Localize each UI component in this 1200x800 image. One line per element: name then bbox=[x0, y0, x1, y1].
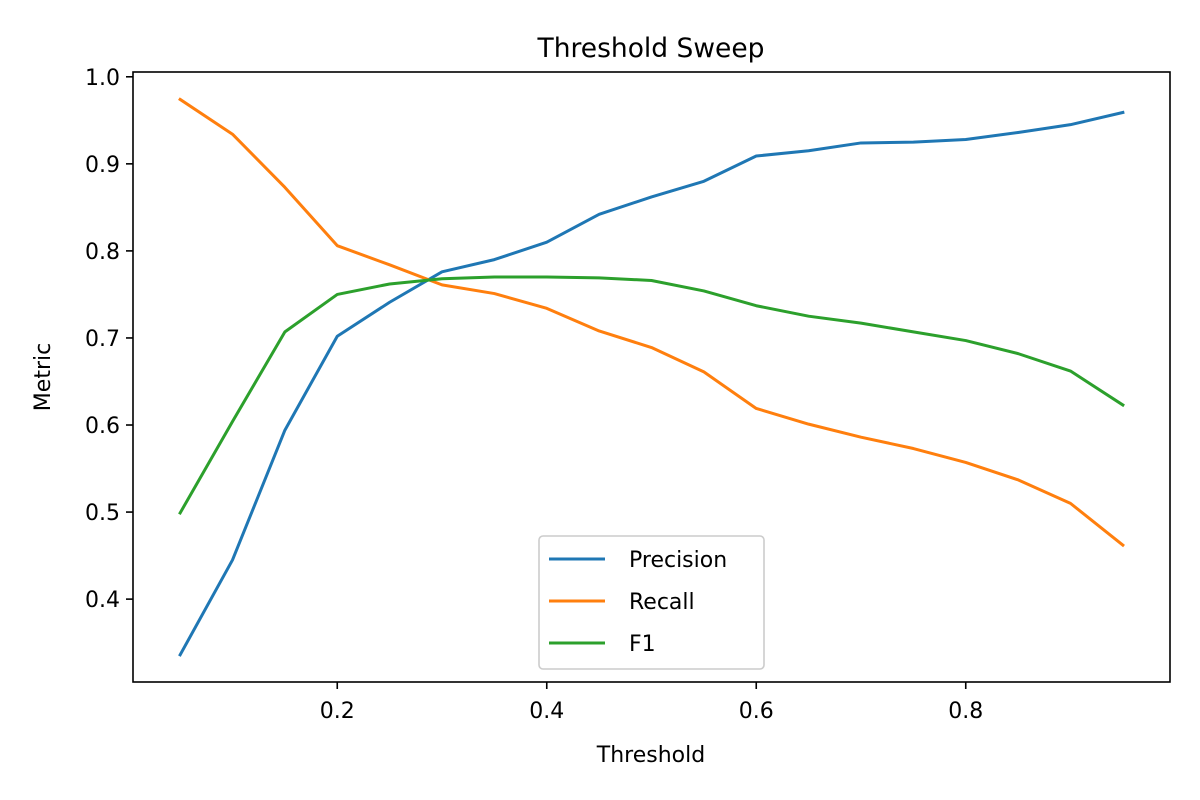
x-axis: 0.2 0.4 0.6 0.8 bbox=[320, 682, 983, 724]
y-tick-label: 1.0 bbox=[85, 66, 120, 91]
legend-label-recall: Recall bbox=[629, 590, 695, 615]
plot-frame bbox=[132, 71, 1171, 683]
series-line-f1 bbox=[178, 275, 1125, 515]
y-tick-label: 0.8 bbox=[85, 240, 120, 265]
y-tick-label: 0.9 bbox=[85, 153, 120, 178]
y-tick-label: 0.5 bbox=[85, 501, 120, 526]
y-axis: 0.4 0.5 0.6 0.7 0.8 0.9 1.0 bbox=[85, 66, 133, 613]
y-tick-label: 0.6 bbox=[85, 414, 120, 439]
x-tick-label: 0.6 bbox=[739, 699, 774, 724]
legend-box bbox=[538, 535, 765, 670]
y-axis-title: Metric bbox=[31, 343, 56, 411]
legend: Precision Recall F1 bbox=[538, 535, 765, 670]
series-line-precision bbox=[178, 110, 1125, 657]
series-line-recall bbox=[178, 97, 1125, 548]
legend-label-f1: F1 bbox=[629, 632, 656, 657]
chart-title: Threshold Sweep bbox=[537, 33, 765, 64]
legend-label-precision: Precision bbox=[629, 548, 727, 573]
x-tick-label: 0.8 bbox=[948, 699, 983, 724]
y-tick-label: 0.7 bbox=[85, 327, 120, 352]
x-tick-label: 0.2 bbox=[320, 699, 355, 724]
series-lines bbox=[178, 97, 1125, 657]
y-tick-label: 0.4 bbox=[85, 588, 120, 613]
x-axis-title: Threshold bbox=[596, 743, 705, 768]
x-tick-label: 0.4 bbox=[529, 699, 564, 724]
